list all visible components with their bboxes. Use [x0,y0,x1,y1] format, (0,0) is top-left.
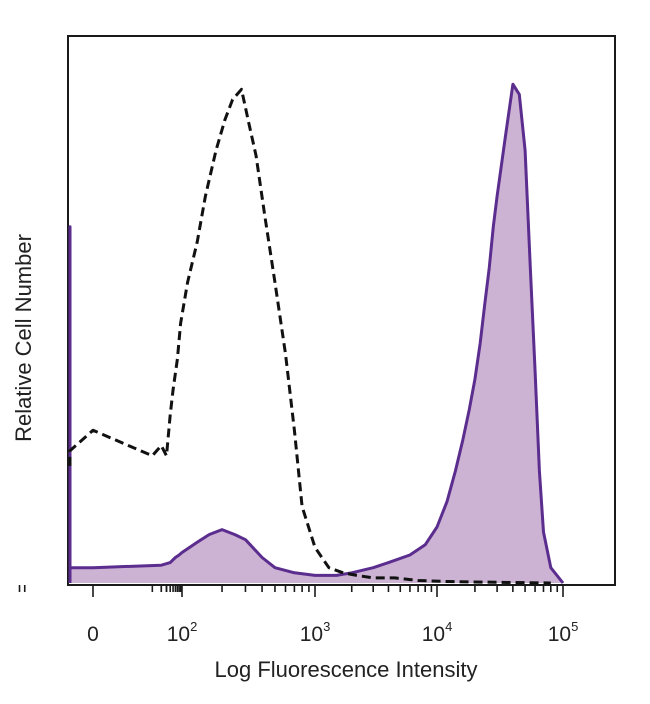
x-axis-title: Log Fluorescence Intensity [215,657,478,682]
y-axis-title: Relative Cell Number [11,234,36,442]
x-tick-label: 103 [300,619,331,646]
series-layer [68,82,565,585]
x-tick-label: 105 [548,619,579,646]
x-tick-label: 0 [87,623,99,646]
series-1-area [70,84,563,583]
series-1-line [68,82,565,584]
plot-frame [67,35,616,586]
x-ticks: 0 102 103 104 105 [18,585,579,646]
x-tick-label: 104 [422,619,453,646]
series-0-line [68,87,551,585]
x-tick-label: 102 [167,619,198,646]
